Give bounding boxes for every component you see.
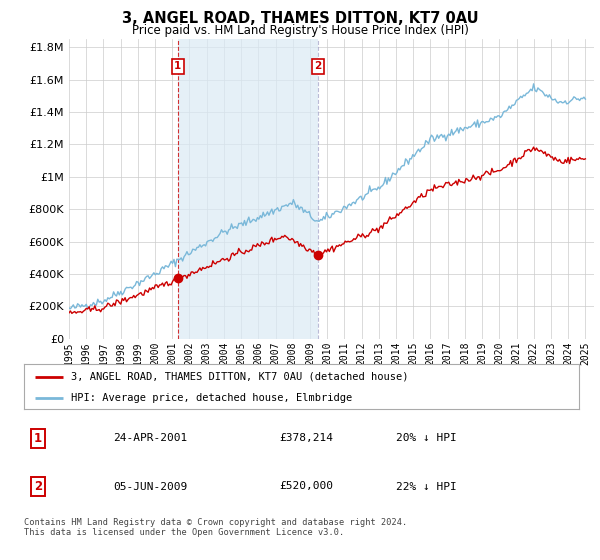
Text: 24-APR-2001: 24-APR-2001 [113,433,187,444]
Text: Contains HM Land Registry data © Crown copyright and database right 2024.
This d: Contains HM Land Registry data © Crown c… [24,518,407,538]
Text: 2: 2 [314,61,322,71]
Bar [178,39,318,339]
Text: 3, ANGEL ROAD, THAMES DITTON, KT7 0AU: 3, ANGEL ROAD, THAMES DITTON, KT7 0AU [122,11,478,26]
Text: 22% ↓ HPI: 22% ↓ HPI [396,482,457,492]
Text: 1: 1 [34,432,42,445]
Text: Price paid vs. HM Land Registry's House Price Index (HPI): Price paid vs. HM Land Registry's House … [131,24,469,37]
Text: 1: 1 [174,61,181,71]
Text: £378,214: £378,214 [280,433,334,444]
Text: 20% ↓ HPI: 20% ↓ HPI [396,433,457,444]
Text: 05-JUN-2009: 05-JUN-2009 [113,482,187,492]
Text: £520,000: £520,000 [280,482,334,492]
Text: 2: 2 [34,480,42,493]
Text: HPI: Average price, detached house, Elmbridge: HPI: Average price, detached house, Elmb… [71,393,352,403]
Text: 3, ANGEL ROAD, THAMES DITTON, KT7 0AU (detached house): 3, ANGEL ROAD, THAMES DITTON, KT7 0AU (d… [71,371,409,381]
